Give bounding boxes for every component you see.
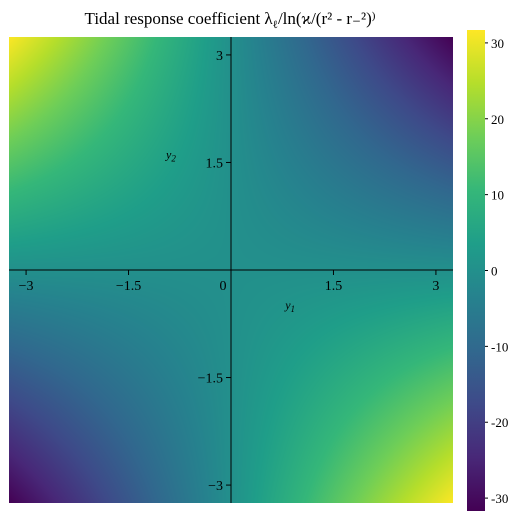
colorbar-gradient: [467, 30, 485, 511]
y-tick-label: −3: [208, 479, 223, 494]
x-tick-label: −1.5: [116, 279, 141, 294]
chart-title: Tidal response coefficient λℓ/ln(ϰ/(r² -…: [85, 9, 376, 31]
chart-title-tail: /ln(ϰ/(r² - r₋²): [278, 9, 372, 28]
colorbar-tick-label: 30: [491, 36, 504, 51]
x-tick-label: −3: [19, 279, 34, 294]
chart-title-subscript: ℓ: [273, 19, 278, 31]
x-tick-label: 1.5: [325, 279, 343, 294]
colorbar-tick-label: 20: [491, 112, 504, 127]
colorbar-tick-label: 10: [491, 188, 504, 203]
chart-title-close: ): [372, 10, 376, 22]
y-tick-label: 1.5: [206, 156, 224, 171]
y-tick-label: −1.5: [198, 372, 223, 387]
colorbar-tick-label: -10: [491, 339, 508, 354]
origin-label: 0: [220, 279, 227, 294]
colorbar-tick-label: 0: [491, 264, 498, 279]
colorbar-tick-label: -30: [491, 491, 508, 506]
axes: −3 −1.5 1.5 3 3 1.5 −1.5 −3 0 y1 y2: [9, 37, 453, 503]
colorbar: 30 20 10 0 -10 -20 -30: [467, 30, 508, 511]
x-axis-label: y1: [284, 298, 295, 314]
y-tick-label: 3: [216, 49, 223, 64]
x-tick-label: 3: [432, 279, 439, 294]
y-axis-label: y2: [165, 147, 176, 163]
colorbar-tick-label: -20: [491, 415, 508, 430]
